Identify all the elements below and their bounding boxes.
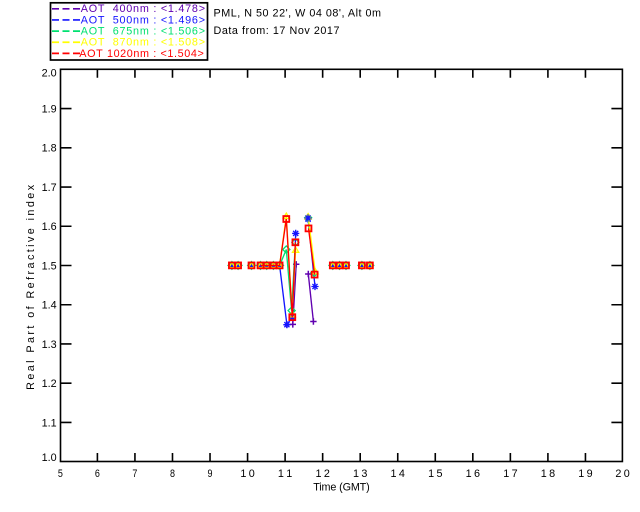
svg-text:1.0: 1.0	[42, 452, 57, 464]
svg-text:1.8: 1.8	[42, 143, 57, 155]
svg-text:1.1: 1.1	[42, 417, 57, 429]
svg-text:6: 6	[95, 468, 100, 480]
svg-text:Data from: 17 Nov 2017: Data from: 17 Nov 2017	[214, 25, 340, 37]
svg-text:AOT 400nm : <1.478>: AOT 400nm : <1.478>	[81, 3, 205, 15]
svg-text:9: 9	[208, 468, 213, 480]
svg-text:1.3: 1.3	[42, 339, 57, 351]
svg-text:1.7: 1.7	[42, 182, 57, 194]
svg-text:1.2: 1.2	[42, 378, 57, 390]
svg-text:1.5: 1.5	[42, 260, 57, 272]
svg-text:PML, N 50 22', W 04 08', Alt 0: PML, N 50 22', W 04 08', Alt 0m	[214, 8, 382, 20]
svg-text:Time (GMT): Time (GMT)	[313, 482, 370, 494]
svg-text:5: 5	[58, 468, 63, 480]
svg-text:AOT 870nm : <1.508>: AOT 870nm : <1.508>	[81, 37, 205, 49]
svg-text:AOT 675nm : <1.506>: AOT 675nm : <1.506>	[81, 26, 205, 38]
svg-text:7: 7	[132, 468, 137, 480]
svg-text:8: 8	[170, 468, 175, 480]
svg-text:1.9: 1.9	[42, 103, 57, 115]
svg-text:1.4: 1.4	[42, 300, 57, 312]
svg-text:2.0: 2.0	[42, 68, 57, 80]
svg-text:AOT 500nm : <1.496>: AOT 500nm : <1.496>	[81, 14, 205, 26]
svg-text:AOT 1020nm : <1.504>: AOT 1020nm : <1.504>	[79, 48, 204, 60]
svg-text:1.6: 1.6	[42, 221, 57, 233]
